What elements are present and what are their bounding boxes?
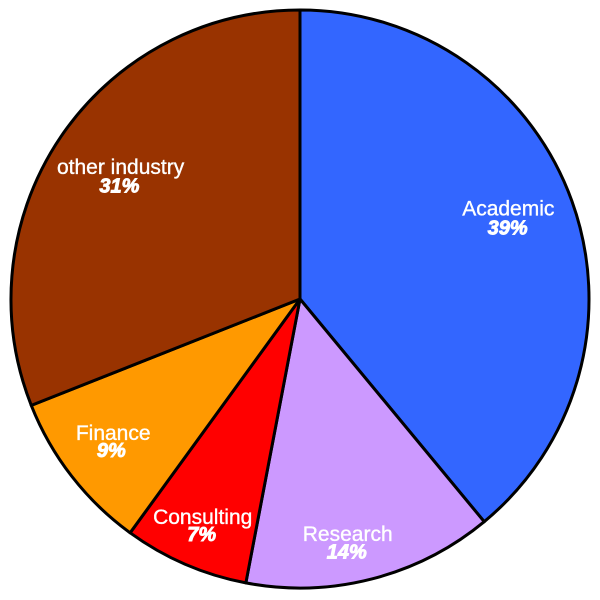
svg-text:other industry: other industry bbox=[57, 156, 185, 179]
svg-text:14%: 14% bbox=[327, 542, 367, 564]
svg-text:7%: 7% bbox=[187, 524, 216, 546]
svg-text:39%: 39% bbox=[488, 217, 528, 239]
svg-text:Consulting: Consulting bbox=[153, 506, 252, 529]
svg-text:9%: 9% bbox=[97, 440, 126, 462]
svg-text:Research: Research bbox=[303, 523, 393, 546]
svg-text:Academic: Academic bbox=[462, 198, 554, 221]
svg-text:Finance: Finance bbox=[76, 422, 151, 445]
svg-text:31%: 31% bbox=[99, 176, 139, 198]
